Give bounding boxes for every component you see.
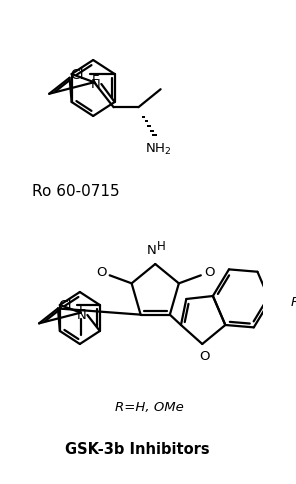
Text: F: F	[78, 303, 86, 317]
Text: Cl: Cl	[58, 299, 72, 313]
Text: N: N	[147, 243, 157, 257]
Text: GSK-3b Inhibitors: GSK-3b Inhibitors	[65, 442, 210, 457]
Text: H: H	[157, 240, 166, 253]
Text: R=H, OMe: R=H, OMe	[115, 402, 184, 414]
Text: N: N	[77, 309, 86, 322]
Text: NH$_2$: NH$_2$	[145, 142, 171, 157]
Text: O: O	[199, 349, 209, 363]
Text: Cl: Cl	[70, 68, 84, 82]
Text: O: O	[204, 266, 215, 279]
Text: N: N	[91, 78, 101, 91]
Text: F: F	[91, 74, 99, 87]
Text: R: R	[291, 296, 296, 309]
Text: Ro 60-0715: Ro 60-0715	[32, 184, 119, 199]
Text: O: O	[96, 266, 107, 279]
